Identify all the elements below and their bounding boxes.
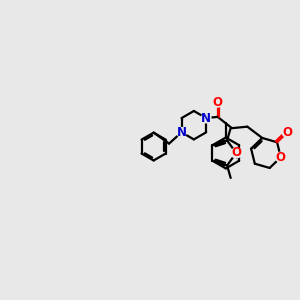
Text: O: O bbox=[213, 95, 223, 109]
Text: O: O bbox=[282, 126, 292, 139]
Circle shape bbox=[282, 127, 292, 137]
Text: N: N bbox=[177, 126, 187, 139]
Circle shape bbox=[231, 148, 241, 158]
Circle shape bbox=[213, 97, 223, 107]
Circle shape bbox=[276, 152, 286, 162]
Circle shape bbox=[201, 113, 211, 123]
Text: N: N bbox=[201, 112, 211, 124]
Text: O: O bbox=[231, 146, 241, 160]
Circle shape bbox=[177, 128, 186, 137]
Text: O: O bbox=[276, 151, 286, 164]
